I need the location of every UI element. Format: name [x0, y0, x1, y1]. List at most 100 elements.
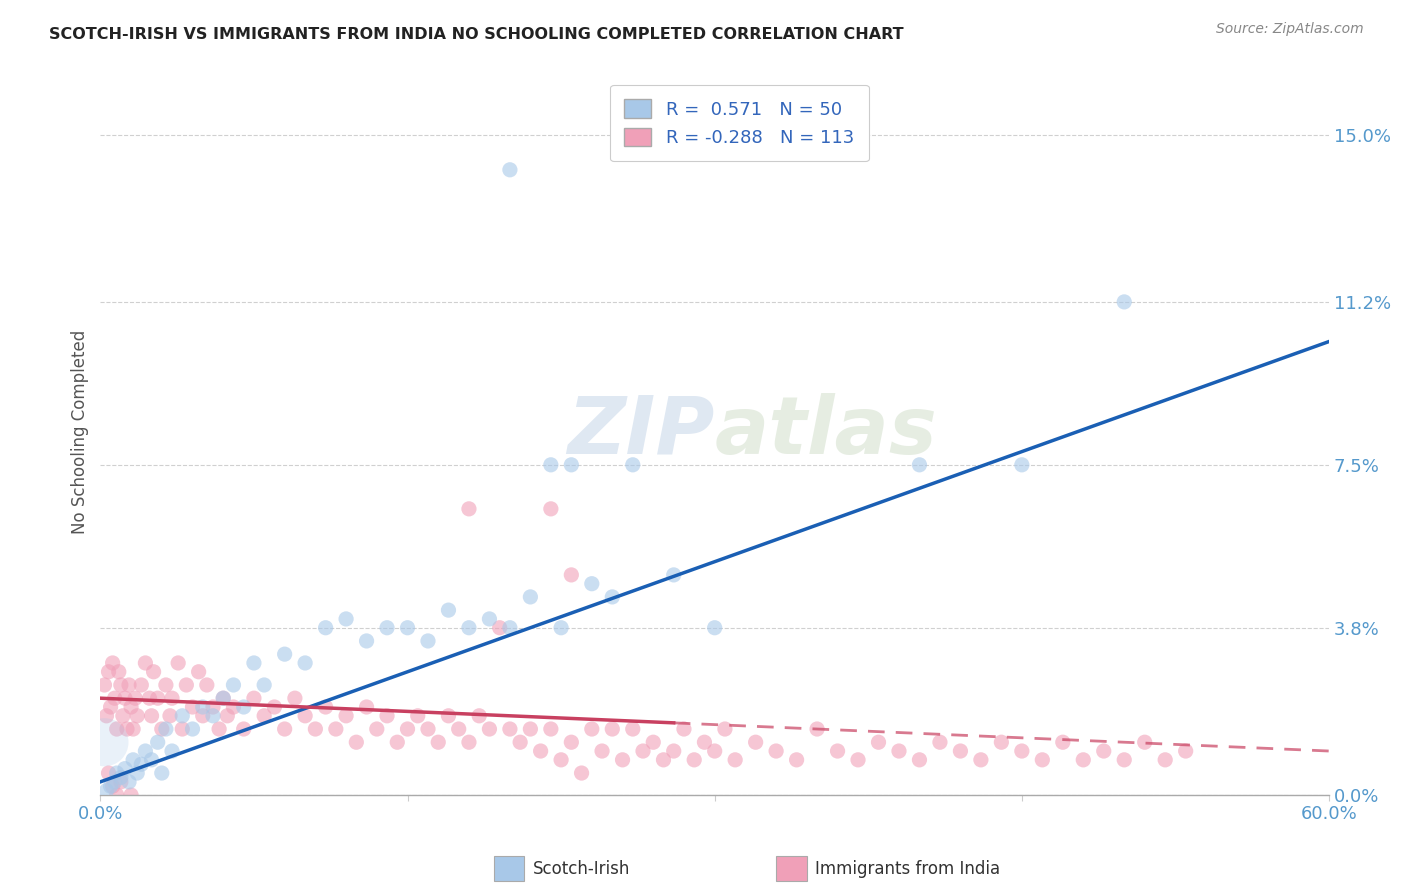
Point — [1031, 753, 1053, 767]
Point — [672, 722, 695, 736]
Point — [105, 766, 128, 780]
Point — [191, 708, 214, 723]
Point — [478, 722, 501, 736]
Point — [195, 678, 218, 692]
Point — [375, 708, 398, 723]
Point — [724, 753, 747, 767]
Text: Immigrants from India: Immigrants from India — [815, 860, 1001, 878]
Point — [468, 708, 491, 723]
Point — [560, 458, 582, 472]
Point — [104, 691, 127, 706]
Point — [1011, 744, 1033, 758]
Point — [1174, 744, 1197, 758]
Point — [621, 722, 644, 736]
Point — [478, 612, 501, 626]
Point — [519, 722, 541, 736]
Point — [621, 458, 644, 472]
Point — [600, 722, 623, 736]
Point — [908, 753, 931, 767]
Text: ZIP: ZIP — [567, 392, 714, 471]
Point — [105, 722, 128, 736]
Point — [114, 691, 136, 706]
Point — [181, 700, 204, 714]
Point — [243, 691, 266, 706]
Point — [560, 568, 582, 582]
Point — [118, 775, 141, 789]
Point — [550, 621, 572, 635]
Point — [232, 722, 254, 736]
Point — [929, 735, 952, 749]
Point — [141, 753, 163, 767]
Point — [509, 735, 531, 749]
Point — [93, 735, 115, 749]
Point — [540, 722, 562, 736]
Point — [104, 775, 127, 789]
Point — [540, 458, 562, 472]
Point — [949, 744, 972, 758]
Point — [181, 722, 204, 736]
Point — [970, 753, 993, 767]
Point — [122, 753, 145, 767]
Point — [643, 735, 665, 749]
Point — [222, 678, 245, 692]
Point — [499, 621, 522, 635]
Point — [356, 634, 378, 648]
Point — [93, 678, 115, 692]
Point — [253, 708, 276, 723]
Point — [127, 766, 149, 780]
Point — [990, 735, 1012, 749]
Point — [827, 744, 849, 758]
Point — [118, 678, 141, 692]
Point — [662, 744, 685, 758]
Point — [1154, 753, 1177, 767]
Point — [591, 744, 613, 758]
Point — [212, 691, 235, 706]
Point — [1092, 744, 1115, 758]
Point — [159, 708, 181, 723]
Point — [550, 753, 572, 767]
Point — [499, 722, 522, 736]
Point — [222, 700, 245, 714]
Point — [187, 665, 209, 679]
Point — [167, 656, 190, 670]
Text: atlas: atlas — [714, 392, 938, 471]
Point — [100, 779, 122, 793]
Point — [304, 722, 326, 736]
Point — [273, 647, 295, 661]
Point — [191, 700, 214, 714]
Point — [600, 590, 623, 604]
Point — [652, 753, 675, 767]
Point — [335, 708, 357, 723]
Point — [375, 621, 398, 635]
Text: Source: ZipAtlas.com: Source: ZipAtlas.com — [1216, 22, 1364, 37]
Text: SCOTCH-IRISH VS IMMIGRANTS FROM INDIA NO SCHOOLING COMPLETED CORRELATION CHART: SCOTCH-IRISH VS IMMIGRANTS FROM INDIA NO… — [49, 27, 904, 42]
Point — [263, 700, 285, 714]
Point — [127, 708, 149, 723]
Point — [662, 568, 685, 582]
Point — [131, 678, 153, 692]
Point — [131, 757, 153, 772]
Point — [703, 744, 725, 758]
Point — [160, 691, 183, 706]
Point — [110, 775, 132, 789]
Point — [97, 766, 120, 780]
Point — [115, 722, 138, 736]
Point — [101, 656, 124, 670]
Point — [138, 691, 160, 706]
Point — [122, 722, 145, 736]
Point — [146, 735, 169, 749]
Point — [416, 634, 439, 648]
Point — [212, 691, 235, 706]
Point — [846, 753, 869, 767]
Point — [111, 708, 134, 723]
Point — [1114, 294, 1136, 309]
Point — [447, 722, 470, 736]
Point — [315, 621, 337, 635]
Point — [631, 744, 654, 758]
Point — [744, 735, 766, 749]
Point — [208, 722, 231, 736]
Point — [806, 722, 828, 736]
Point — [273, 722, 295, 736]
Point — [488, 621, 510, 635]
Point — [356, 700, 378, 714]
